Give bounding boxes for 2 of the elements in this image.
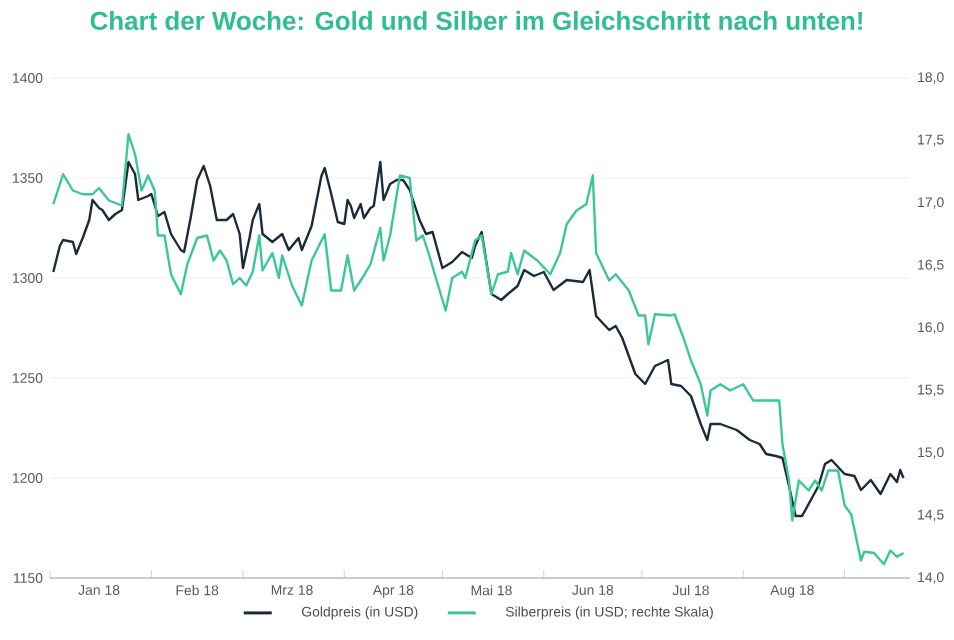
chart-title: Chart der Woche: Gold und Silber im Gleichschritt nach unten!	[90, 11, 862, 31]
line-series	[52, 160, 905, 518]
